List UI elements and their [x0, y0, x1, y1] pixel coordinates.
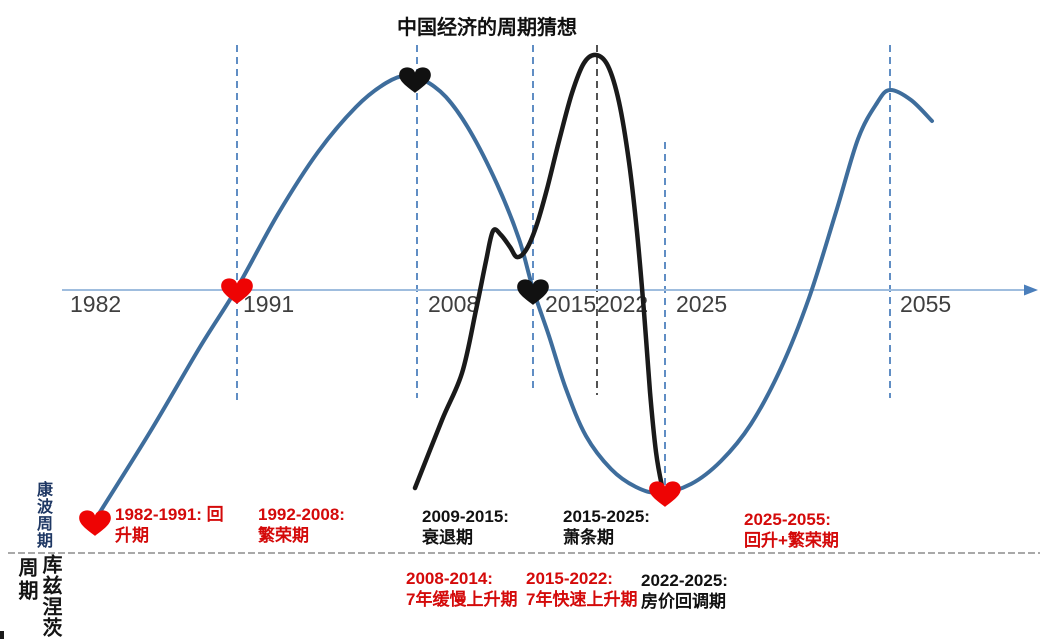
kuznets-phase-name: 房价回调期	[641, 592, 726, 611]
heart-marker-black-icon	[517, 279, 549, 305]
year-label-1982: 1982	[70, 291, 121, 317]
kuznets-curve	[412, 52, 668, 497]
kondratiev-phase-range: 2015-2025:	[563, 507, 650, 526]
timeline-axis-arrow	[1024, 284, 1038, 296]
kondratiev-phase-name: 繁荣期	[258, 526, 309, 545]
kondratiev-cycle-side-label: 康波周期	[34, 481, 51, 549]
year-label-2025: 2025	[676, 291, 727, 317]
kondratiev-phase-label: 1982-1991: 回升期	[115, 504, 224, 546]
kondratiev-phase-label: 2009-2015: 衰退期	[422, 506, 509, 548]
year-label-2008: 2008	[428, 291, 479, 317]
kondratiev-phase-range: 1982-1991: 回	[115, 505, 224, 524]
cycle-row-divider	[8, 552, 1040, 554]
heart-marker-red-icon	[79, 510, 111, 536]
kondratiev-phase-range: 1992-2008:	[258, 505, 345, 524]
year-label-2022: 2022	[597, 291, 648, 317]
heart-marker-red-icon	[221, 278, 253, 304]
kuznets-phase-label: 2008-2014: 7年缓慢上升期	[406, 568, 517, 610]
kuznets-phase-name: 7年快速上升期	[526, 590, 638, 609]
kuznets-phase-range: 2008-2014:	[406, 569, 493, 588]
kuznets-phase-name: 7年缓慢上升期	[406, 590, 518, 609]
kondratiev-phase-name: 萧条期	[563, 528, 614, 547]
kondratiev-phase-name: 升期	[115, 526, 149, 545]
kondratiev-phase-label: 1992-2008: 繁荣期	[258, 504, 345, 546]
year-label-2015: 2015	[545, 291, 596, 317]
chart-title: 中国经济的周期猜想	[397, 17, 577, 39]
kuznets-cycle-side-label-col2: 周期	[15, 557, 37, 603]
kondratiev-phase-name: 衰退期	[422, 528, 473, 547]
year-label-2055: 2055	[900, 291, 951, 317]
kuznets-phase-range: 2022-2025:	[641, 571, 728, 590]
heart-marker-red-icon	[649, 481, 681, 507]
heart-marker-black-icon	[399, 67, 431, 93]
kuznets-cycle-side-label-col1: 库兹涅茨	[39, 554, 61, 638]
kondratiev-curve	[93, 72, 934, 522]
kondratiev-phase-name: 回升+繁荣期	[744, 531, 839, 550]
kondratiev-phase-range: 2025-2055:	[744, 510, 831, 529]
kondratiev-phase-label: 2015-2025: 萧条期	[563, 506, 650, 548]
kondratiev-phase-range: 2009-2015:	[422, 507, 509, 526]
kuznets-phase-label: 2015-2022: 7年快速上升期	[526, 568, 637, 610]
kondratiev-phase-label: 2025-2055: 回升+繁荣期	[744, 509, 839, 551]
kuznets-phase-label: 2022-2025: 房价回调期	[641, 570, 728, 612]
year-label-1991: 1991	[243, 291, 294, 317]
kuznets-phase-range: 2015-2022:	[526, 569, 613, 588]
corner-mark	[0, 631, 4, 639]
